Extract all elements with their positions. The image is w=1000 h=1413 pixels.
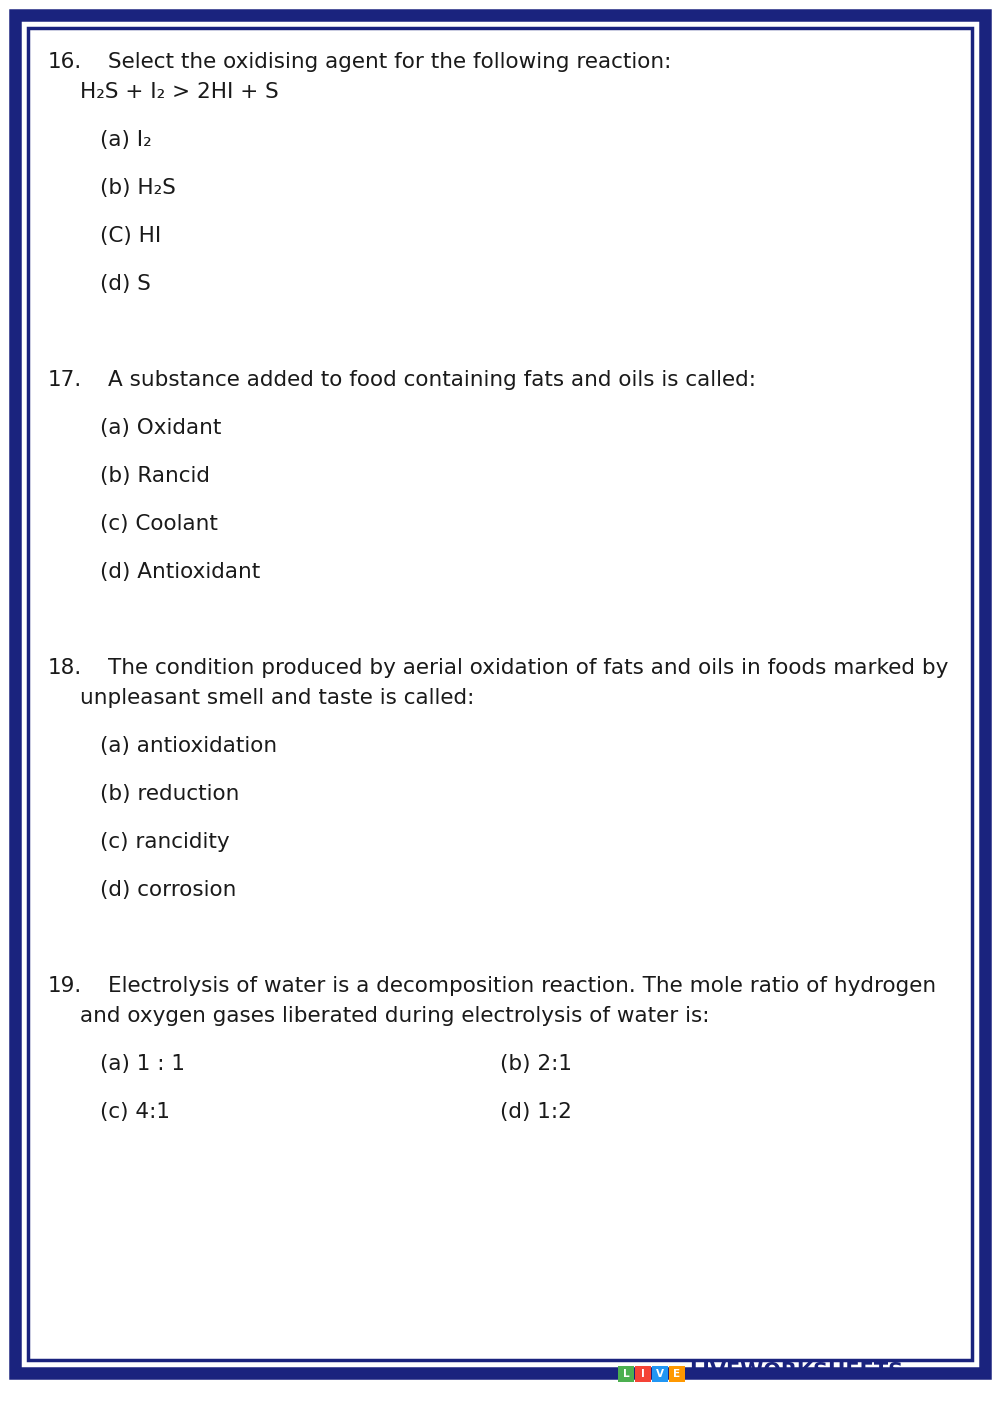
Bar	[635, 1366, 651, 1382]
Text: unpleasant smell and taste is called:: unpleasant smell and taste is called:	[80, 688, 474, 708]
Text: 18.: 18.	[48, 658, 82, 678]
Text: (b) Rancid: (b) Rancid	[100, 466, 210, 486]
Text: (a) Oxidant: (a) Oxidant	[100, 418, 221, 438]
Text: (a) antioxidation: (a) antioxidation	[100, 736, 277, 756]
Text: L: L	[623, 1369, 629, 1379]
Text: E: E	[673, 1369, 681, 1379]
Bar	[618, 1366, 634, 1382]
Text: (a) 1 : 1: (a) 1 : 1	[100, 1054, 185, 1074]
Text: (d) Antioxidant: (d) Antioxidant	[100, 562, 260, 582]
Text: (c) rancidity: (c) rancidity	[100, 832, 230, 852]
Bar	[652, 1366, 668, 1382]
Text: (d) S: (d) S	[100, 274, 151, 294]
Text: (a) I₂: (a) I₂	[100, 130, 152, 150]
Text: (c) 4:1: (c) 4:1	[100, 1102, 170, 1122]
Text: Electrolysis of water is a decomposition reaction. The mole ratio of hydrogen: Electrolysis of water is a decomposition…	[108, 976, 936, 996]
Text: 17.: 17.	[48, 370, 82, 390]
Text: 16.: 16.	[48, 52, 82, 72]
Text: The condition produced by aerial oxidation of fats and oils in foods marked by: The condition produced by aerial oxidati…	[108, 658, 948, 678]
Text: LIVEWORKSHEETS: LIVEWORKSHEETS	[689, 1362, 903, 1382]
Text: (b) 2:1: (b) 2:1	[500, 1054, 572, 1074]
Text: 19.: 19.	[48, 976, 82, 996]
Text: A substance added to food containing fats and oils is called:: A substance added to food containing fat…	[108, 370, 756, 390]
Text: V: V	[656, 1369, 664, 1379]
Text: (d) 1:2: (d) 1:2	[500, 1102, 572, 1122]
Bar	[669, 1366, 685, 1382]
Text: (d) corrosion: (d) corrosion	[100, 880, 236, 900]
Text: (c) Coolant: (c) Coolant	[100, 514, 218, 534]
Text: H₂S + I₂ > 2HI + S: H₂S + I₂ > 2HI + S	[80, 82, 279, 102]
Text: I: I	[641, 1369, 645, 1379]
Text: (b) reduction: (b) reduction	[100, 784, 239, 804]
Text: (C) HI: (C) HI	[100, 226, 161, 246]
Text: (b) H₂S: (b) H₂S	[100, 178, 176, 198]
Text: and oxygen gases liberated during electrolysis of water is:: and oxygen gases liberated during electr…	[80, 1006, 710, 1026]
Text: Select the oxidising agent for the following reaction:: Select the oxidising agent for the follo…	[108, 52, 671, 72]
